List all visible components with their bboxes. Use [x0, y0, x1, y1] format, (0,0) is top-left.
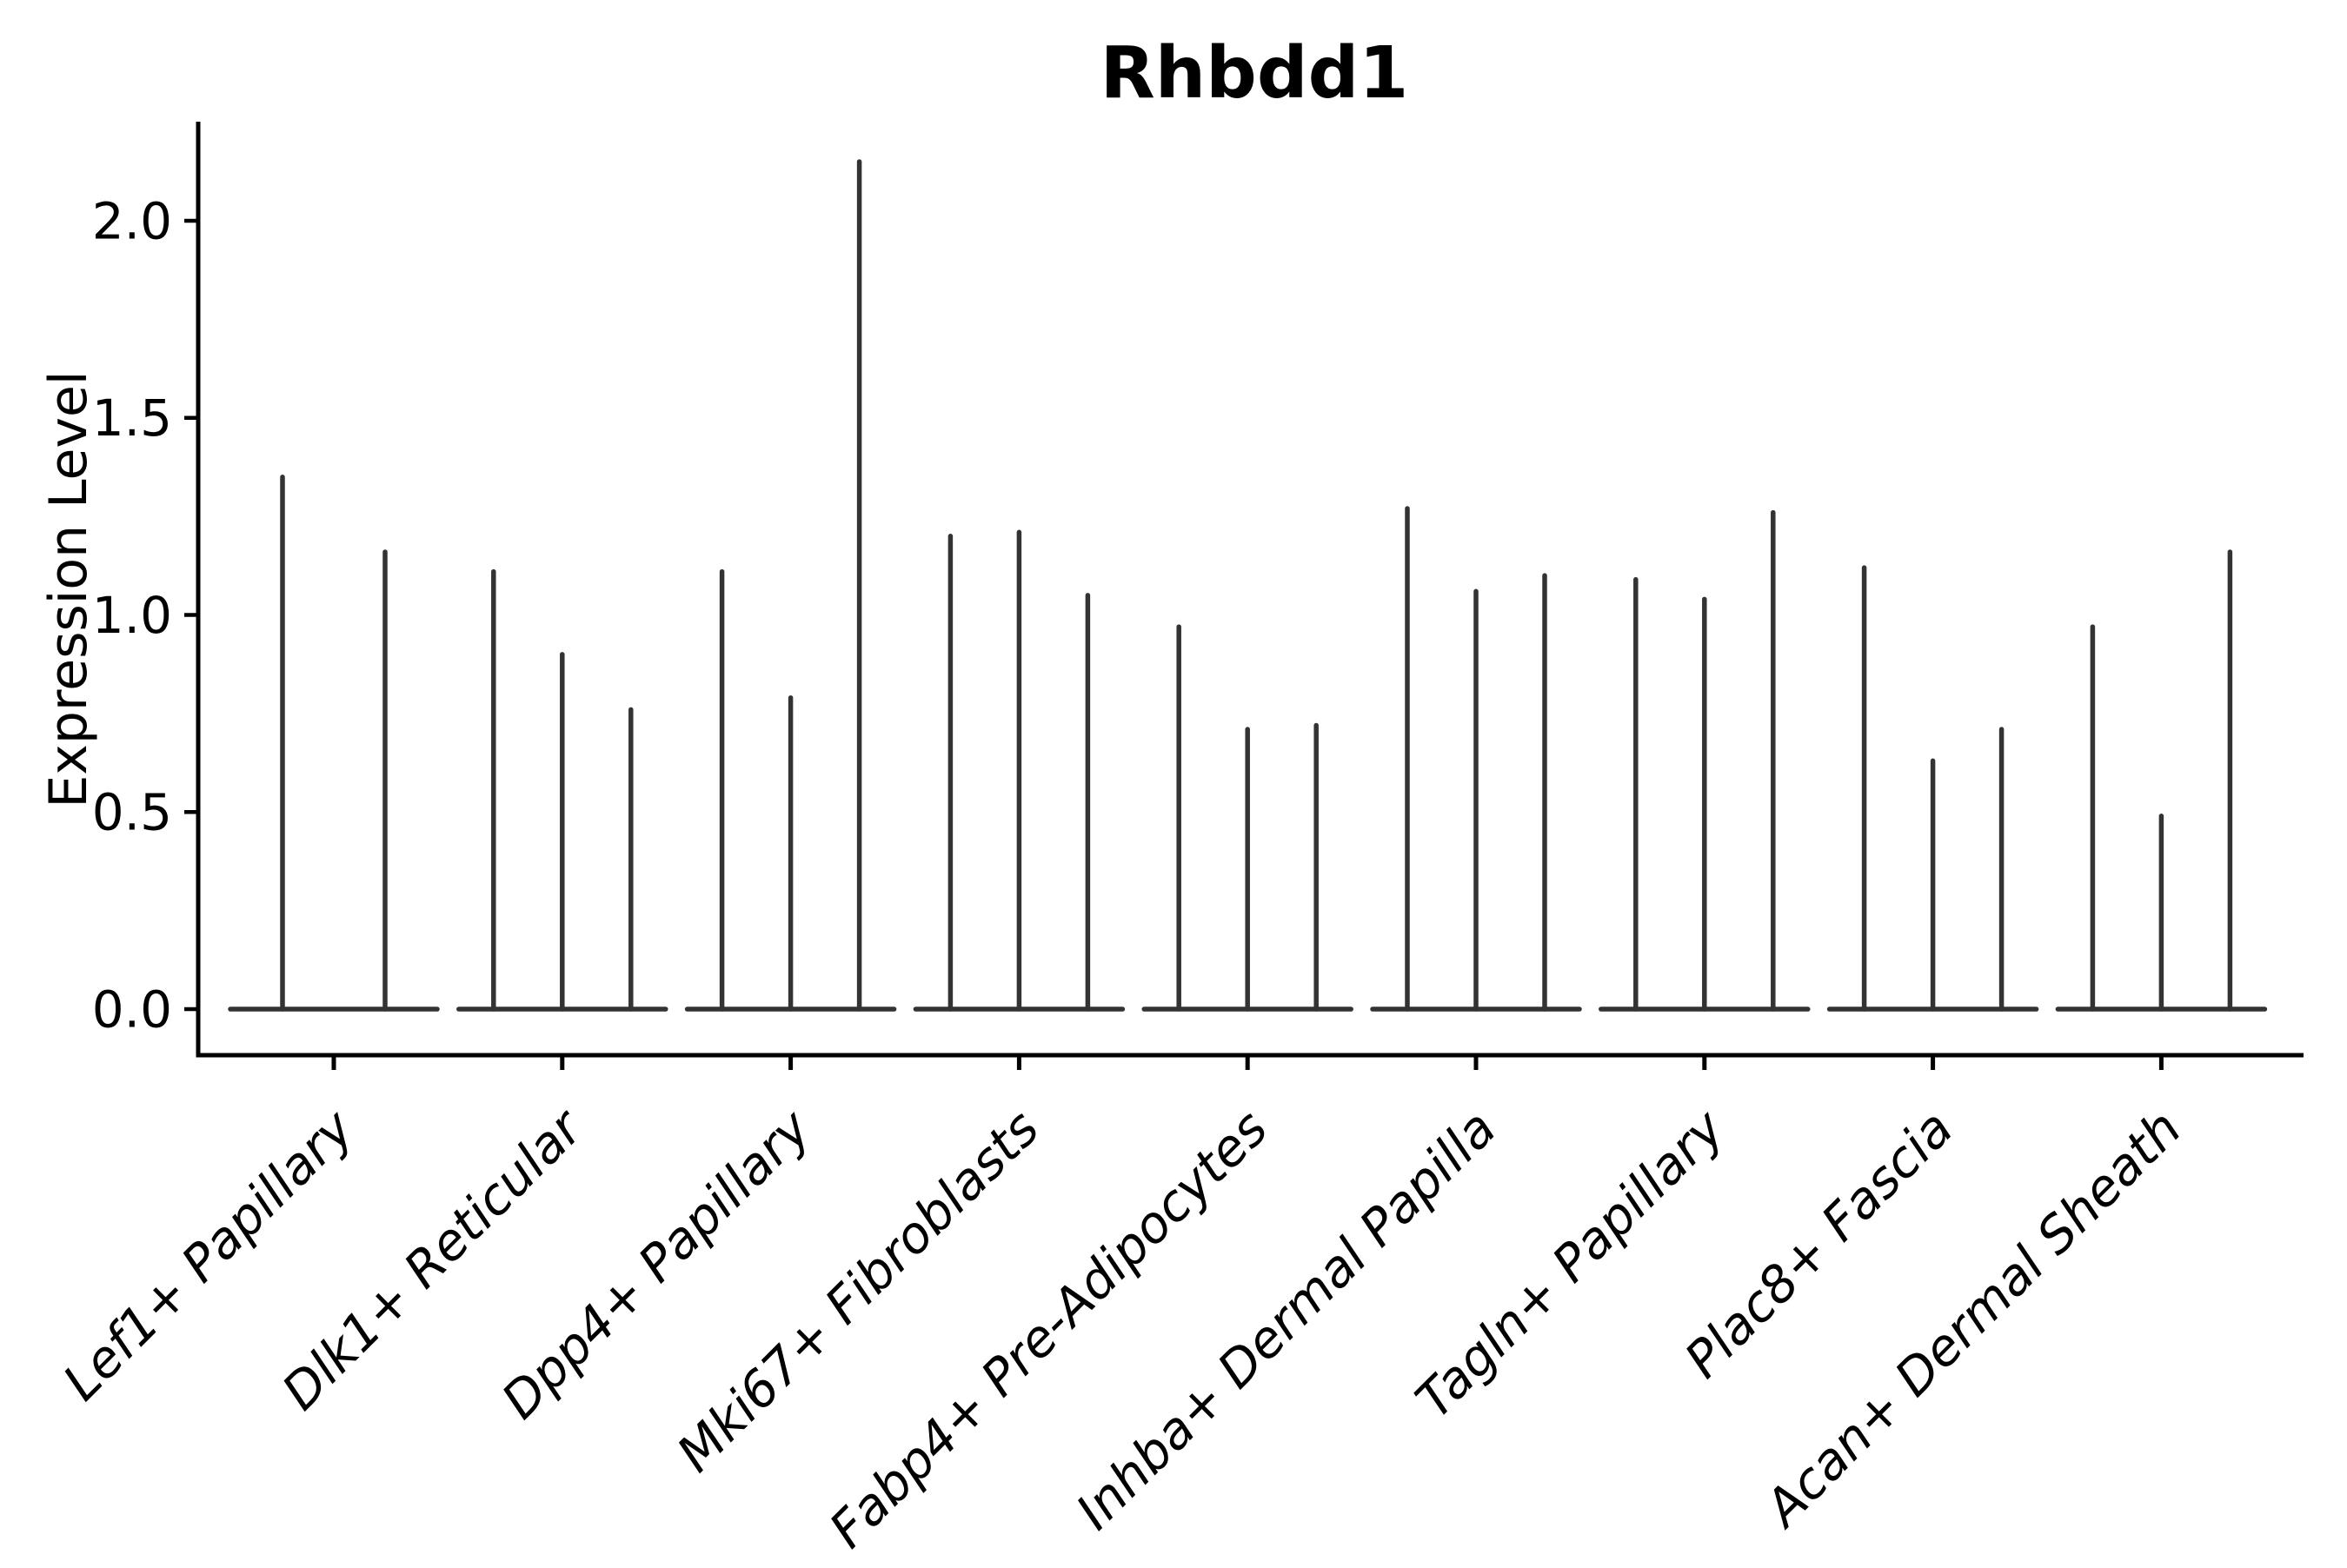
- y-tick-label: 0.5: [92, 783, 172, 842]
- y-tick-label: 0.0: [92, 980, 172, 1039]
- y-tick-label: 1.0: [92, 586, 172, 645]
- y-tick-label: 2.0: [92, 191, 172, 250]
- chart-title: Rhbdd1: [1100, 32, 1409, 115]
- y-tick-label: 1.5: [92, 389, 172, 448]
- x-tick-label: Acan+ Dermal Sheath: [1752, 1099, 2193, 1540]
- x-tick-label: Fabp4+ Pre-Adipocytes: [818, 1099, 1279, 1559]
- y-axis-label: Expression Level: [38, 370, 99, 807]
- x-tick-label: Inhba+ Dermal Papilla: [1065, 1099, 1507, 1541]
